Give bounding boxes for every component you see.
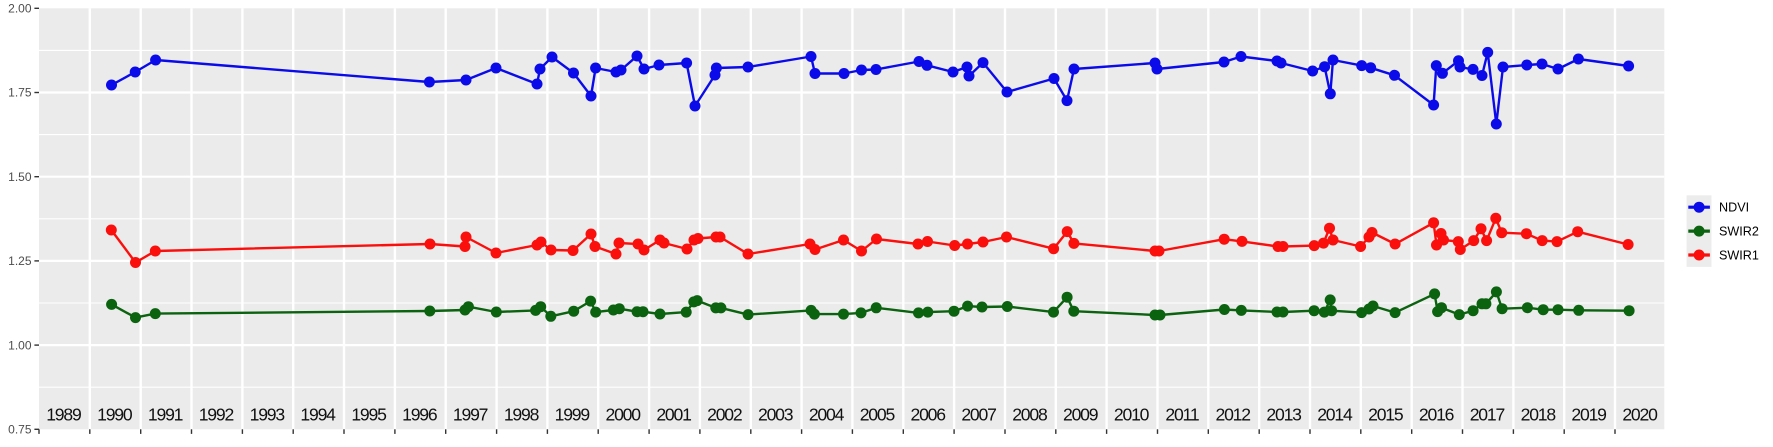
- svg-text:2008: 2008: [1012, 405, 1048, 425]
- svg-text:2001: 2001: [656, 405, 691, 425]
- svg-text:0.75: 0.75: [8, 423, 32, 437]
- svg-text:2012: 2012: [1216, 405, 1251, 425]
- svg-text:2018: 2018: [1521, 405, 1557, 425]
- svg-text:NDVI: NDVI: [1719, 201, 1749, 215]
- svg-text:2003: 2003: [758, 405, 794, 425]
- svg-text:2017: 2017: [1470, 405, 1505, 425]
- svg-text:2000: 2000: [606, 405, 642, 425]
- svg-text:1992: 1992: [199, 405, 234, 425]
- svg-text:1997: 1997: [453, 405, 488, 425]
- svg-text:1.00: 1.00: [8, 338, 32, 352]
- svg-text:1989: 1989: [46, 405, 81, 425]
- svg-text:2014: 2014: [1317, 405, 1353, 425]
- svg-text:1991: 1991: [148, 405, 183, 425]
- svg-text:2005: 2005: [860, 405, 896, 425]
- svg-text:1.50: 1.50: [8, 170, 32, 184]
- svg-text:2020: 2020: [1622, 405, 1658, 425]
- svg-text:1996: 1996: [402, 405, 438, 425]
- svg-text:2004: 2004: [809, 405, 845, 425]
- svg-text:2011: 2011: [1165, 405, 1198, 425]
- svg-text:2019: 2019: [1571, 405, 1606, 425]
- svg-text:1993: 1993: [250, 405, 286, 425]
- svg-text:1.25: 1.25: [8, 254, 32, 268]
- svg-text:1995: 1995: [351, 405, 387, 425]
- svg-text:2015: 2015: [1368, 405, 1404, 425]
- svg-text:2013: 2013: [1266, 405, 1302, 425]
- svg-text:1990: 1990: [97, 405, 133, 425]
- svg-text:2009: 2009: [1063, 405, 1098, 425]
- svg-text:2007: 2007: [961, 405, 996, 425]
- svg-text:2010: 2010: [1114, 405, 1150, 425]
- svg-text:2006: 2006: [911, 405, 947, 425]
- svg-text:SWIR1: SWIR1: [1719, 248, 1759, 262]
- svg-text:1.75: 1.75: [8, 86, 32, 100]
- svg-text:1994: 1994: [300, 405, 336, 425]
- svg-text:1998: 1998: [504, 405, 540, 425]
- svg-text:1999: 1999: [555, 405, 590, 425]
- svg-text:2002: 2002: [707, 405, 742, 425]
- svg-text:2016: 2016: [1419, 405, 1455, 425]
- svg-text:2.00: 2.00: [8, 2, 32, 16]
- svg-text:SWIR2: SWIR2: [1719, 224, 1759, 238]
